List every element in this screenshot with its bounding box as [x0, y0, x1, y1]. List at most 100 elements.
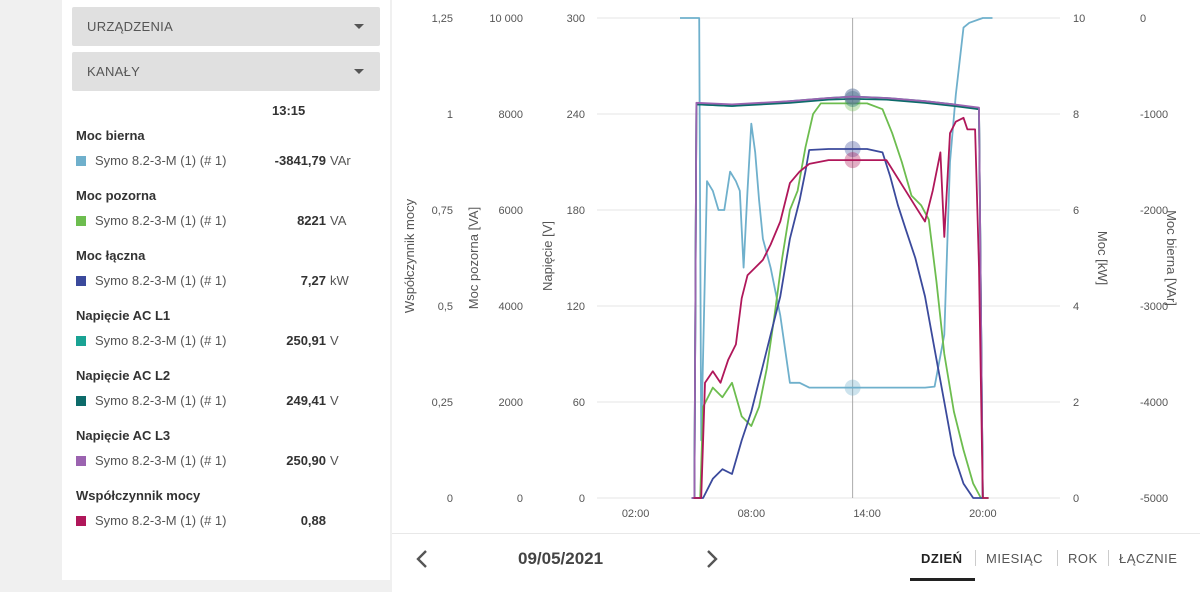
devices-dropdown[interactable]: URZĄDZENIA: [72, 7, 380, 46]
y-tick-label: 6000: [499, 205, 523, 217]
y-axis-title: Napięcie [V]: [540, 221, 555, 291]
channel-row[interactable]: Symo 8.2-3-M (1) (# 1) 7,27 kW: [76, 273, 376, 289]
channel-unit: VAr: [330, 153, 351, 168]
y-tick-label: -5000: [1140, 493, 1168, 505]
y-tick-label: 10: [1073, 13, 1085, 25]
y-axis-title: Moc bierna [VAr]: [1164, 210, 1179, 306]
channel-item: Moc pozorna Symo 8.2-3-M (1) (# 1) 8221 …: [76, 185, 376, 245]
channel-panel: URZĄDZENIA KANAŁY 13:15 Moc bierna Symo …: [62, 0, 390, 580]
series-color-swatch: [76, 336, 86, 346]
chevron-right-icon[interactable]: [700, 548, 722, 570]
channel-value: 0,88: [300, 513, 326, 528]
series-line: [693, 102, 989, 499]
y-tick-label: 300: [567, 13, 585, 25]
channel-item: Moc bierna Symo 8.2-3-M (1) (# 1) -3841,…: [76, 125, 376, 185]
cursor-marker: [844, 90, 861, 107]
cursor-marker: [844, 88, 861, 105]
channel-value: 249,41: [286, 393, 326, 408]
channel-title: Moc łączna: [76, 248, 146, 263]
channel-title: Napięcie AC L2: [76, 368, 171, 383]
y-tick-label: 0,5: [438, 301, 453, 313]
series-line: [691, 95, 984, 499]
channel-row[interactable]: Symo 8.2-3-M (1) (# 1) 250,91 V: [76, 333, 376, 349]
series-color-swatch: [76, 276, 86, 286]
channel-device: Symo 8.2-3-M (1) (# 1): [95, 153, 227, 168]
channel-item: Napięcie AC L1 Symo 8.2-3-M (1) (# 1) 25…: [76, 305, 376, 365]
cursor-marker: [844, 152, 861, 169]
channel-title: Moc bierna: [76, 128, 145, 143]
channel-row[interactable]: Symo 8.2-3-M (1) (# 1) 249,41 V: [76, 393, 376, 409]
y-tick-label: 8000: [499, 109, 523, 121]
chart-panel: 0 0,25 0,5 0,75 1 1,25 Współczynnik mocy 0 2000 4…: [392, 0, 1200, 592]
tab-day[interactable]: DZIEŃ: [921, 551, 963, 566]
series-color-swatch: [76, 216, 86, 226]
channel-unit: VA: [330, 213, 347, 228]
y-tick-label: -2000: [1140, 205, 1168, 217]
channel-value: 7,27: [300, 273, 326, 288]
channel-title: Napięcie AC L3: [76, 428, 171, 443]
y-tick-label: 4: [1073, 301, 1079, 313]
y-tick-label: -4000: [1140, 397, 1168, 409]
y-tick-label: 8: [1073, 109, 1079, 121]
channel-item: Współczynnik mocy Symo 8.2-3-M (1) (# 1)…: [76, 485, 376, 545]
y-tick-label: 6: [1073, 205, 1079, 217]
channel-row[interactable]: Symo 8.2-3-M (1) (# 1) 8221 VA: [76, 213, 376, 229]
tab-year[interactable]: ROK: [1068, 551, 1098, 566]
caret-down-icon: [354, 69, 364, 74]
channel-device: Symo 8.2-3-M (1) (# 1): [95, 453, 227, 468]
channel-row[interactable]: Symo 8.2-3-M (1) (# 1) -3841,79 VAr: [76, 153, 376, 169]
y-tick-label: -3000: [1140, 301, 1168, 313]
y-tick-label: 2000: [499, 397, 523, 409]
series-line: [693, 116, 989, 499]
series-color-swatch: [76, 396, 86, 406]
tab-divider: [1108, 550, 1109, 566]
tab-total[interactable]: ŁĄCZNIE: [1119, 551, 1178, 566]
x-tick-label: 20:00: [969, 508, 997, 520]
x-tick-label: 14:00: [853, 508, 881, 520]
channel-device: Symo 8.2-3-M (1) (# 1): [95, 393, 227, 408]
y-axis-title: Moc pozorna [VA]: [466, 207, 481, 309]
series-color-swatch: [76, 156, 86, 166]
y-tick-label: 2: [1073, 397, 1079, 409]
channel-value: 250,90: [286, 453, 326, 468]
channel-unit: V: [330, 393, 339, 408]
y-tick-label: 60: [573, 397, 585, 409]
channel-value: -3841,79: [274, 153, 326, 168]
channels-dropdown-label: KANAŁY: [87, 64, 141, 79]
y-tick-label: 4000: [499, 301, 523, 313]
channel-list: Moc bierna Symo 8.2-3-M (1) (# 1) -3841,…: [76, 125, 376, 545]
channel-row[interactable]: Symo 8.2-3-M (1) (# 1) 250,90 V: [76, 453, 376, 469]
y-tick-label: 0,75: [432, 205, 453, 217]
channel-unit: V: [330, 333, 339, 348]
devices-dropdown-label: URZĄDZENIA: [87, 19, 174, 34]
channel-row[interactable]: Symo 8.2-3-M (1) (# 1) 0,88: [76, 513, 376, 529]
channels-dropdown[interactable]: KANAŁY: [72, 52, 380, 91]
channel-value: 250,91: [286, 333, 326, 348]
y-tick-label: 0: [1140, 13, 1146, 25]
channel-device: Symo 8.2-3-M (1) (# 1): [95, 213, 227, 228]
channel-item: Moc łączna Symo 8.2-3-M (1) (# 1) 7,27 k…: [76, 245, 376, 305]
y-tick-label: 0: [517, 493, 523, 505]
series-color-swatch: [76, 456, 86, 466]
date-navigation-bar: 09/05/2021 DZIEŃ MIESIĄC ROK ŁĄCZNIE: [392, 533, 1200, 592]
channel-value: 8221: [297, 213, 326, 228]
chevron-left-icon[interactable]: [412, 548, 434, 570]
channel-device: Symo 8.2-3-M (1) (# 1): [95, 333, 227, 348]
tab-divider: [1057, 550, 1058, 566]
channel-item: Napięcie AC L3 Symo 8.2-3-M (1) (# 1) 25…: [76, 425, 376, 485]
tab-month[interactable]: MIESIĄC: [986, 551, 1043, 566]
tab-divider: [975, 550, 976, 566]
selected-time: 13:15: [272, 103, 306, 118]
y-tick-label: 180: [567, 205, 585, 217]
y-tick-label: 0: [1073, 493, 1079, 505]
y-tick-label: 1,25: [432, 13, 453, 25]
channel-device: Symo 8.2-3-M (1) (# 1): [95, 513, 227, 528]
y-tick-label: 0: [447, 493, 453, 505]
active-tab-indicator: [910, 578, 975, 581]
current-date: 09/05/2021: [518, 549, 604, 568]
channel-unit: kW: [330, 273, 349, 288]
y-tick-label: 0: [579, 493, 585, 505]
channel-device: Symo 8.2-3-M (1) (# 1): [95, 273, 227, 288]
y-axis-title: Moc [kW]: [1095, 231, 1110, 285]
